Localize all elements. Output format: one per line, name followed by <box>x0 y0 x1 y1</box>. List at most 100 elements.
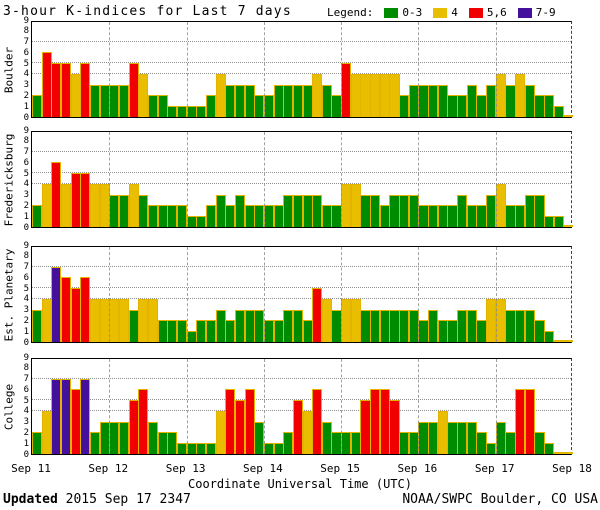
k-bar <box>51 162 62 227</box>
k-bar <box>360 73 371 117</box>
gridline-k5 <box>32 62 571 64</box>
k-bar <box>476 205 487 227</box>
k-bar <box>157 320 168 342</box>
y-tick-label: 3 <box>23 417 29 428</box>
k-bar <box>118 84 130 117</box>
k-bar <box>273 205 284 227</box>
k-bar <box>41 410 52 454</box>
panel-boulder <box>31 21 574 118</box>
k-bar <box>205 95 217 117</box>
k-bar <box>283 309 294 342</box>
k-bar <box>515 389 526 454</box>
k-bar <box>80 378 91 454</box>
day-boundary-line <box>263 247 265 342</box>
k-bar <box>147 95 159 117</box>
k-bar <box>515 73 526 117</box>
k-bar <box>186 331 197 342</box>
x-tick-label: Sep 17 <box>474 462 515 475</box>
panel-est-planetary <box>31 246 574 343</box>
y-tick-label: 3 <box>23 80 29 91</box>
x-tick-label: Sep 18 <box>552 462 592 475</box>
k-bar <box>138 389 149 454</box>
k-bar <box>350 298 361 342</box>
y-tick-label: 8 <box>23 251 29 262</box>
y-tick-label: 2 <box>23 200 29 211</box>
k-bar <box>457 194 468 227</box>
k-bar <box>505 205 516 227</box>
updated-text: Updated 2015 Sep 17 2347 <box>3 492 191 507</box>
k-bar <box>331 205 342 227</box>
k-bar <box>534 320 545 342</box>
k-bar <box>524 194 535 227</box>
k-bar <box>41 298 52 342</box>
k-bar <box>370 389 381 454</box>
gridline-k4 <box>32 297 571 299</box>
k-bar <box>109 421 120 454</box>
y-tick-label: 6 <box>23 384 29 395</box>
k-bar <box>118 298 130 342</box>
day-boundary-line <box>186 132 188 227</box>
y-tick-label: 5 <box>23 283 29 294</box>
k-bar <box>205 205 217 227</box>
k-bar <box>176 205 188 227</box>
k-bar <box>186 216 197 227</box>
chart-title: 3-hour K-indices for Last 7 days <box>3 4 292 19</box>
k-bar <box>534 432 545 454</box>
panel-fredericksburg <box>31 131 574 228</box>
day-boundary-line <box>341 359 343 454</box>
k-bar <box>302 320 313 342</box>
k-bar <box>234 84 246 117</box>
k-bar <box>167 205 178 227</box>
k-bar <box>109 298 120 342</box>
k-bar <box>99 298 110 342</box>
k-bar <box>399 309 410 342</box>
k-bar <box>244 205 255 227</box>
k-bar <box>167 432 178 454</box>
k-bar <box>457 421 468 454</box>
y-tick-label: 4 <box>23 406 29 417</box>
k-bar <box>544 216 555 227</box>
k-bar <box>437 320 448 342</box>
day-boundary-line <box>341 247 343 342</box>
k-bar <box>138 194 149 227</box>
k-bar <box>60 183 72 227</box>
day-boundary-line <box>263 22 265 117</box>
k-bar <box>312 194 323 227</box>
k-bar <box>486 443 497 454</box>
k-bar <box>563 225 574 227</box>
day-boundary-line <box>109 247 111 342</box>
y-tick-label: 5 <box>23 58 29 69</box>
k-bar <box>254 205 265 227</box>
k-bar <box>176 320 188 342</box>
y-tick-label: 6 <box>23 47 29 58</box>
k-bar <box>534 95 545 117</box>
legend-item-red: 5,6 <box>468 6 507 19</box>
k-bar <box>495 421 506 454</box>
y-tick-label: 4 <box>23 179 29 190</box>
k-bar <box>447 320 458 342</box>
updated-value: 2015 Sep 17 2347 <box>65 492 191 507</box>
k-bar <box>553 216 564 227</box>
k-bar <box>418 84 429 117</box>
k-bar <box>60 378 72 454</box>
k-bar <box>418 205 429 227</box>
k-bar <box>350 183 361 227</box>
k-bar <box>89 432 101 454</box>
k-bar <box>495 183 506 227</box>
x-tick-label: Sep 16 <box>397 462 438 475</box>
x-tick-label: Sep 14 <box>243 462 283 475</box>
k-bar <box>205 443 217 454</box>
legend-item-label: 4 <box>451 6 458 19</box>
k-bar <box>225 84 236 117</box>
k-bar <box>157 95 168 117</box>
day-boundary-line <box>109 22 111 117</box>
k-bar <box>544 331 555 342</box>
day-boundary-line <box>341 132 343 227</box>
k-bar <box>312 73 323 117</box>
k-bar <box>457 309 468 342</box>
station-label-fredericksburg: Fredericksburg <box>2 133 16 226</box>
credit-text: NOAA/SWPC Boulder, CO USA <box>402 492 598 507</box>
y-tick-label: 5 <box>23 168 29 179</box>
y-tick-label: 0 <box>23 222 29 233</box>
k-bar <box>360 400 371 454</box>
